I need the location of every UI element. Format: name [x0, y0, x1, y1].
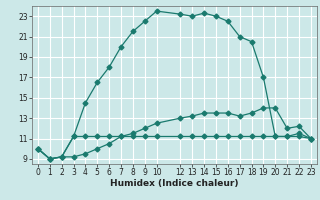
X-axis label: Humidex (Indice chaleur): Humidex (Indice chaleur): [110, 179, 239, 188]
